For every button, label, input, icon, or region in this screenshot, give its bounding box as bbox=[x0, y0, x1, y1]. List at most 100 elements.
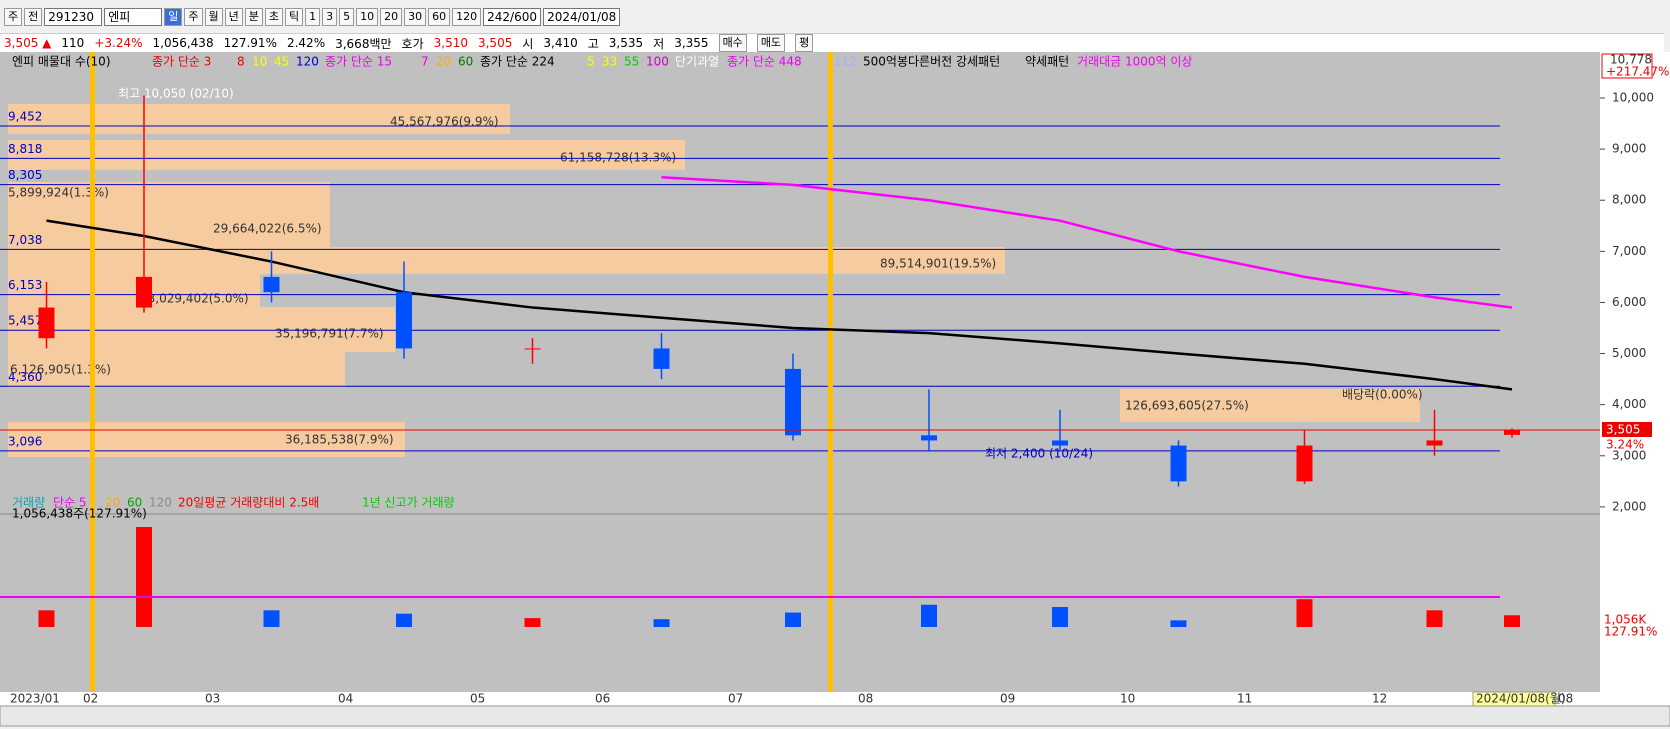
info-item: 3,355 bbox=[674, 36, 709, 50]
date-axis bbox=[0, 692, 1670, 706]
volume-info: 1,056,438주(127.91%) bbox=[12, 507, 147, 521]
interval-button[interactable]: 20 bbox=[380, 8, 403, 26]
legend-entry: 10 bbox=[252, 55, 267, 69]
candle-body bbox=[653, 348, 670, 369]
volume-bar bbox=[524, 618, 541, 627]
price-tag bbox=[1602, 421, 1652, 437]
interval-button[interactable]: 3 bbox=[322, 8, 338, 26]
stock-name[interactable]: 엔피 bbox=[104, 8, 163, 26]
legend-entry: 5 bbox=[587, 55, 595, 69]
y-tick-label: 10,000 bbox=[1612, 91, 1654, 105]
period-button[interactable]: 초 bbox=[264, 8, 283, 26]
volume-profile-label: 61,158,728(13.3%) bbox=[560, 151, 676, 165]
volume-bar bbox=[263, 610, 280, 627]
volume-bar bbox=[921, 604, 937, 627]
info-item: 3,505 ▲ bbox=[4, 36, 52, 50]
volume-bar bbox=[653, 619, 670, 627]
price-level-label: 8,818 bbox=[8, 142, 42, 156]
volume-bar bbox=[1426, 610, 1443, 627]
legend-entry: 33 bbox=[602, 55, 617, 69]
annotation-dividend: 배당락(0.00%) bbox=[1342, 388, 1423, 402]
stock-code[interactable]: 291230 bbox=[44, 8, 103, 26]
volume-legend-entry: 1년 신고가 거래량 bbox=[362, 496, 455, 510]
y-tick-label: 2,000 bbox=[1612, 499, 1646, 513]
x-tick-label: 04 bbox=[338, 692, 353, 706]
interval-button[interactable]: 5 bbox=[339, 8, 355, 26]
legend-entry: 거래대금 1000억 이상 bbox=[1077, 55, 1192, 69]
right-top-box bbox=[1601, 53, 1653, 79]
legend-entry: 112 bbox=[834, 55, 857, 69]
interval-button[interactable]: 30 bbox=[404, 8, 427, 26]
price-level-label: 5,457 bbox=[8, 314, 42, 328]
volume-profile-label: 5,899,924(1.3%) bbox=[8, 186, 109, 200]
period-button[interactable]: 주 bbox=[184, 8, 203, 26]
volume-bar bbox=[1504, 615, 1520, 627]
volume-profile-box bbox=[8, 307, 395, 352]
info-item: 1,056,438 bbox=[152, 36, 214, 50]
volume-legend-entry: 거래량 bbox=[12, 496, 45, 510]
info-item: 호가 bbox=[401, 36, 424, 51]
y-tick-label: 5,000 bbox=[1612, 346, 1646, 360]
period-button[interactable]: 월 bbox=[204, 8, 223, 26]
legend-entry: 종가 단순 15 bbox=[325, 55, 392, 69]
period-button[interactable]: 일 bbox=[164, 8, 183, 26]
x-tick-label: 12 bbox=[1372, 692, 1387, 706]
period-button[interactable]: 틱 bbox=[285, 8, 304, 26]
price-level-label: 9,452 bbox=[8, 110, 42, 124]
volume-profile-label: 23,029,402(5.0%) bbox=[140, 292, 249, 306]
info-item[interactable]: 매도 bbox=[756, 34, 786, 52]
info-item[interactable]: 매수 bbox=[718, 34, 747, 52]
volume-profile-box bbox=[8, 247, 1005, 274]
candle-body bbox=[396, 292, 412, 349]
legend-entry: 8 bbox=[237, 55, 245, 69]
x-tick-label: 07 bbox=[728, 692, 743, 706]
interval-button[interactable]: 60 bbox=[428, 8, 451, 26]
info-item: 고 bbox=[587, 36, 599, 51]
info-item: +3.24% bbox=[94, 36, 143, 50]
date-tag-label: 2024/01/08(월) bbox=[1476, 692, 1566, 706]
interval-button[interactable]: 10 bbox=[356, 8, 379, 26]
candle-body bbox=[524, 348, 541, 350]
x-tick-label: 08 bbox=[858, 692, 873, 706]
period-button[interactable]: 분 bbox=[244, 8, 263, 26]
toolbar-button[interactable]: 주 bbox=[4, 8, 23, 26]
volume-profile-label: 45,567,976(9.9%) bbox=[390, 115, 499, 129]
x-tick-label: 2023/01 bbox=[10, 692, 60, 706]
right-top-value: 10,778 bbox=[1610, 53, 1652, 67]
highlight-bar bbox=[828, 52, 833, 692]
volume-profile-box bbox=[1120, 389, 1420, 422]
volume-profile-label: 126,693,605(27.5%) bbox=[1125, 399, 1249, 413]
x-tick-label: 05 bbox=[470, 692, 485, 706]
legend-entry: 500억봉다른버전 강세패턴 bbox=[863, 55, 1000, 69]
volume-bar bbox=[785, 612, 801, 627]
info-item[interactable]: 평 bbox=[795, 34, 814, 52]
info-item: 2.42% bbox=[286, 36, 326, 50]
candle-body bbox=[136, 276, 152, 308]
interval-button[interactable]: 1 bbox=[305, 8, 321, 26]
price-level-label: 7,038 bbox=[8, 233, 42, 247]
scrollbar[interactable] bbox=[0, 705, 1670, 727]
volume-legend-entry: 20 bbox=[105, 496, 120, 510]
chart: 45,567,976(9.9%) 61,158,728(13.3%) 5,899,9… bbox=[0, 52, 1670, 727]
period-button[interactable]: 년 bbox=[224, 8, 243, 26]
volume-bar bbox=[136, 527, 152, 627]
bar-count[interactable]: 242/600 bbox=[483, 8, 542, 26]
interval-button[interactable]: 120 bbox=[452, 8, 482, 26]
date-field[interactable]: 2024/01/08 bbox=[543, 8, 621, 26]
info-item: 3,510 bbox=[433, 36, 468, 50]
toolbar-button[interactable]: 전 bbox=[24, 8, 43, 26]
price-level-label: 8,305 bbox=[8, 168, 42, 182]
candle-body bbox=[263, 276, 280, 293]
legend-entry: 엔피 매물대 수(10) bbox=[12, 55, 111, 69]
legend-entry: 45 bbox=[274, 55, 289, 69]
legend-entry: 60 bbox=[458, 55, 473, 69]
highlight-bar bbox=[90, 52, 95, 692]
volume-legend-entry: 20일평균 거래량대비 2.5배 bbox=[178, 496, 319, 510]
price-level-label: 6,153 bbox=[8, 278, 42, 292]
y-tick-label: 4,000 bbox=[1612, 397, 1646, 411]
x-tick-label: 03 bbox=[205, 692, 220, 706]
y-tick-label: 6,000 bbox=[1612, 295, 1646, 309]
volume-profile-label: 89,514,901(19.5%) bbox=[880, 257, 996, 271]
legend-entry: 100 bbox=[646, 55, 669, 69]
volume-right: 127.91% bbox=[1604, 625, 1657, 639]
